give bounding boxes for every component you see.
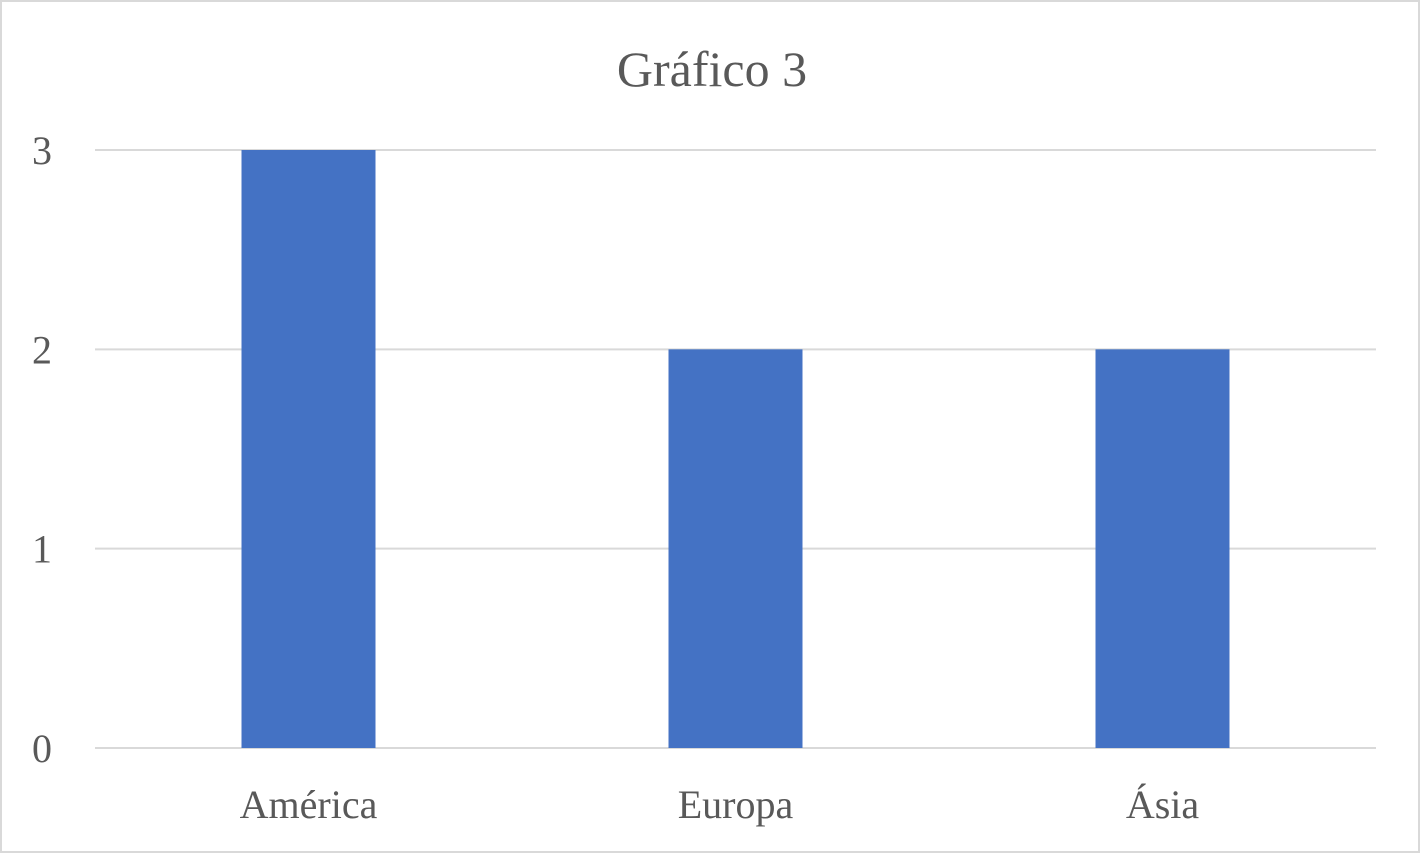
- x-tick-label: Europa: [678, 782, 794, 827]
- x-tick-label: América: [240, 782, 378, 827]
- bar-américa: [241, 150, 376, 748]
- y-tick-label: 0: [32, 726, 52, 771]
- x-tick-label: Ásia: [1126, 782, 1200, 827]
- bars: [241, 150, 1230, 748]
- bar-europa: [668, 349, 803, 748]
- chart-title: Gráfico 3: [617, 41, 807, 97]
- y-tick-label: 2: [32, 327, 52, 372]
- bar-ásia: [1095, 349, 1230, 748]
- y-tick-label: 1: [32, 527, 52, 572]
- y-tick-label: 3: [32, 128, 52, 173]
- y-axis-tick-labels: 0 1 2 3: [32, 128, 52, 771]
- x-axis-tick-labels: América Europa Ásia: [240, 782, 1200, 827]
